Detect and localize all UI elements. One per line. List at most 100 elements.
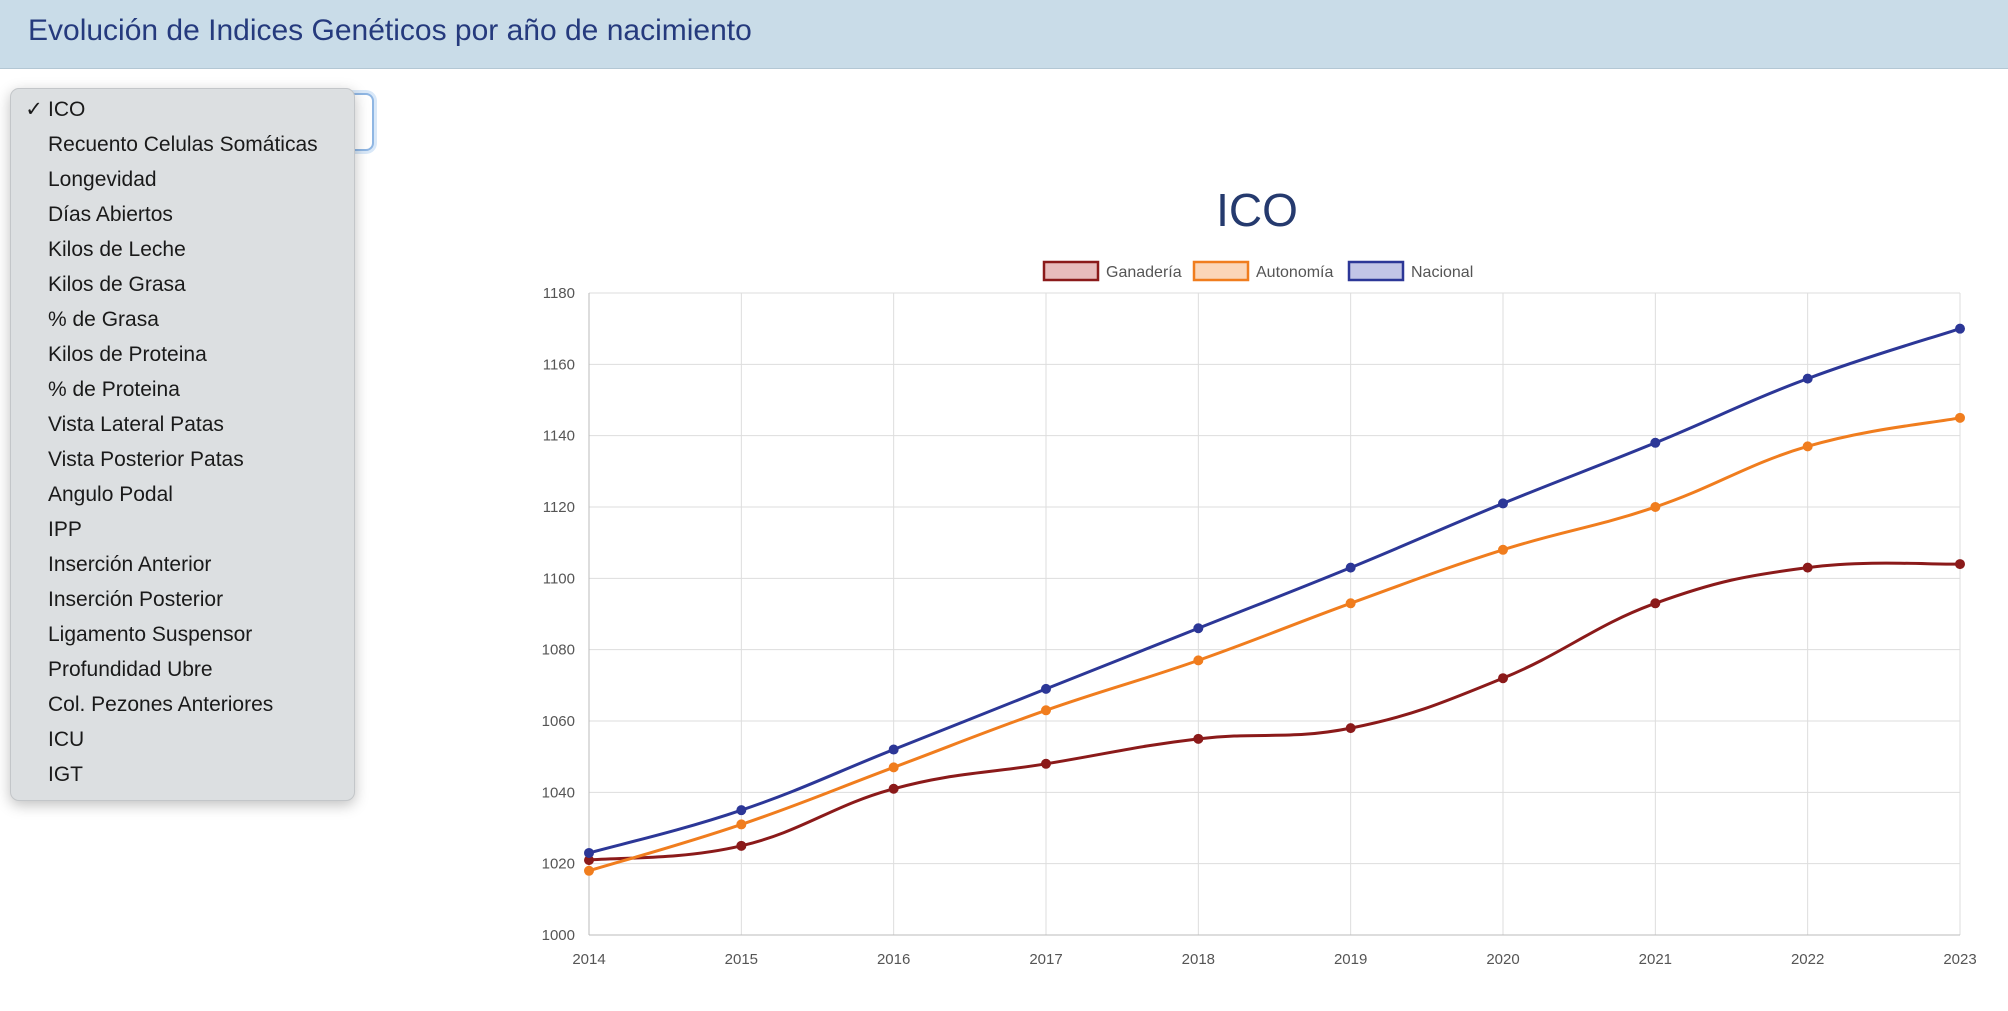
x-tick-label: 2018	[1182, 951, 1215, 968]
dropdown-option[interactable]: Kilos de Proteina	[11, 337, 354, 372]
dropdown-option-label: % de Grasa	[48, 308, 159, 331]
data-point[interactable]	[736, 819, 747, 830]
legend-swatch	[1192, 260, 1250, 282]
dropdown-option[interactable]: Vista Lateral Patas	[11, 407, 354, 442]
checkmark-icon: ✓	[25, 98, 43, 121]
data-point[interactable]	[888, 783, 899, 794]
x-tick-label: 2014	[572, 951, 605, 968]
x-tick-label: 2021	[1639, 951, 1672, 968]
dropdown-option-label: Angulo Podal	[48, 483, 173, 506]
dropdown-option[interactable]: IGT	[11, 757, 354, 792]
y-tick-label: 1080	[542, 642, 575, 659]
data-point[interactable]	[1955, 323, 1965, 334]
y-tick-label: 1040	[542, 784, 575, 801]
data-point[interactable]	[1802, 441, 1813, 452]
data-point[interactable]	[1955, 559, 1965, 570]
dropdown-option[interactable]: Kilos de Grasa	[11, 267, 354, 302]
data-point[interactable]	[1193, 733, 1204, 744]
dropdown-option-label: Inserción Posterior	[48, 588, 224, 611]
dropdown-option[interactable]: ✓ ICO	[11, 92, 354, 127]
dropdown-option[interactable]: % de Grasa	[11, 302, 354, 337]
data-point[interactable]	[888, 744, 899, 755]
chart-title: ICO	[1216, 184, 1298, 236]
dropdown-option[interactable]: Días Abiertos	[11, 197, 354, 232]
dropdown-option-label: Longevidad	[48, 168, 157, 191]
legend-label: Nacional	[1411, 264, 1473, 281]
dropdown-option-label: % de Proteina	[48, 378, 180, 401]
series-line	[588, 327, 1961, 855]
dropdown-option[interactable]: Longevidad	[11, 162, 354, 197]
data-point[interactable]	[584, 847, 594, 858]
page-title: Evolución de Indices Genéticos por año d…	[28, 14, 752, 47]
y-tick-label: 1120	[543, 499, 575, 516]
legend-swatch	[1042, 260, 1100, 282]
legend-swatch	[1347, 260, 1405, 282]
series-line	[588, 561, 1961, 862]
dropdown-option-label: Kilos de Leche	[48, 238, 186, 261]
dropdown-option-label: Kilos de Grasa	[48, 273, 186, 296]
data-point[interactable]	[1193, 623, 1204, 634]
data-point[interactable]	[736, 805, 747, 816]
data-point[interactable]	[1498, 544, 1508, 555]
data-point[interactable]	[1041, 705, 1051, 716]
data-point[interactable]	[1498, 673, 1508, 684]
legend-label: Ganadería	[1106, 264, 1182, 281]
y-tick-label: 1100	[543, 570, 575, 587]
data-point[interactable]	[1650, 598, 1661, 609]
x-tick-label: 2020	[1486, 951, 1519, 968]
dropdown-option[interactable]: Angulo Podal	[11, 477, 354, 512]
data-point[interactable]	[1345, 598, 1356, 609]
dropdown-option[interactable]: Recuento Celulas Somáticas	[11, 127, 354, 162]
dropdown-option[interactable]: Col. Pezones Anteriores	[11, 687, 354, 722]
dropdown-option-label: Vista Posterior Patas	[48, 448, 244, 471]
dropdown-option[interactable]: Inserción Posterior	[11, 582, 354, 617]
dropdown-option-label: IPP	[48, 518, 82, 541]
dropdown-option[interactable]: Ligamento Suspensor	[11, 617, 354, 652]
dropdown-option-label: Recuento Celulas Somáticas	[48, 133, 318, 156]
dropdown-option-label: Kilos de Proteina	[48, 343, 207, 366]
x-tick-label: 2023	[1943, 951, 1976, 968]
dropdown-option[interactable]: Vista Posterior Patas	[11, 442, 354, 477]
data-point[interactable]	[584, 865, 594, 876]
x-tick-label: 2016	[877, 951, 910, 968]
data-point[interactable]	[1498, 498, 1508, 509]
dropdown-option[interactable]: Profundidad Ubre	[11, 652, 354, 687]
y-tick-label: 1140	[543, 428, 575, 445]
x-tick-label: 2019	[1334, 951, 1367, 968]
series-line	[588, 416, 1961, 873]
data-point[interactable]	[1650, 437, 1661, 448]
y-tick-label: 1020	[542, 856, 575, 873]
dropdown-option[interactable]: % de Proteina	[11, 372, 354, 407]
data-point[interactable]	[1650, 502, 1661, 512]
y-tick-label: 1060	[542, 713, 575, 730]
data-point[interactable]	[1193, 655, 1204, 666]
data-point[interactable]	[1345, 723, 1356, 734]
x-tick-label: 2015	[725, 951, 758, 968]
y-tick-label: 1160	[543, 356, 575, 373]
x-tick-label: 2022	[1791, 951, 1824, 968]
data-point[interactable]	[1041, 683, 1051, 694]
dropdown-option-label: Días Abiertos	[48, 203, 173, 226]
dropdown-option[interactable]: IPP	[11, 512, 354, 547]
dropdown-option-label: ICU	[48, 728, 85, 751]
dropdown-option[interactable]: ICU	[11, 722, 354, 757]
x-tick-label: 2017	[1029, 951, 1062, 968]
data-point[interactable]	[1802, 373, 1813, 384]
dropdown-option-label: ICO	[48, 98, 86, 121]
dropdown-option[interactable]: Inserción Anterior	[11, 547, 354, 582]
data-point[interactable]	[1041, 758, 1051, 769]
dropdown-option-label: IGT	[48, 763, 83, 786]
page-header: Evolución de Indices Genéticos por año d…	[0, 0, 2008, 69]
dropdown-option-label: Inserción Anterior	[48, 553, 212, 576]
dropdown-option[interactable]: Kilos de Leche	[11, 232, 354, 267]
y-tick-label: 1000	[542, 927, 575, 944]
data-point[interactable]	[1345, 562, 1356, 573]
data-point[interactable]	[736, 840, 747, 851]
dropdown-option-label: Profundidad Ubre	[48, 658, 213, 681]
dropdown-option-label: Vista Lateral Patas	[48, 413, 224, 436]
data-point[interactable]	[1955, 412, 1965, 423]
data-point[interactable]	[888, 762, 899, 773]
data-point[interactable]	[1802, 562, 1813, 573]
dropdown-option-label: Col. Pezones Anteriores	[48, 693, 274, 716]
